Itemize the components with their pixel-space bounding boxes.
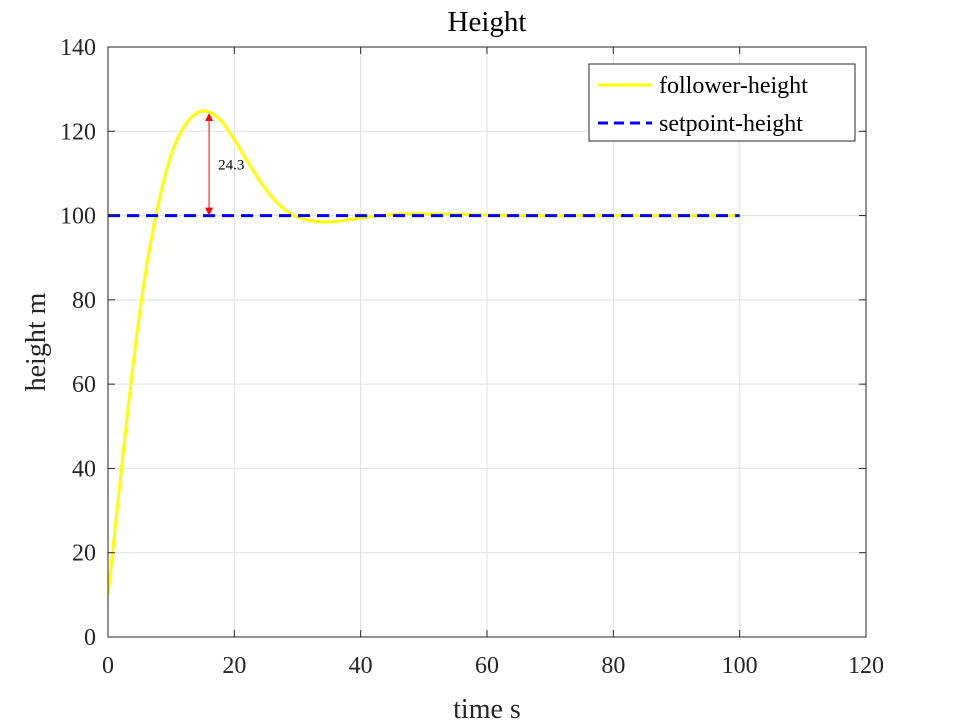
y-tick-label: 120 (60, 119, 96, 145)
chart-title: Height (448, 6, 527, 38)
overshoot-label: 24.3 (218, 157, 244, 173)
x-tick-label: 40 (349, 653, 373, 679)
x-tick-label: 0 (102, 653, 114, 679)
y-tick-label: 100 (60, 204, 96, 230)
y-axis-ticks: 0 20 40 60 80 100 120 140 (60, 35, 866, 651)
y-tick-label: 140 (60, 35, 96, 61)
legend-label-setpoint-height: setpoint-height (659, 111, 803, 137)
series-layer (108, 109, 740, 596)
x-axis-label: time s (453, 694, 521, 725)
y-axis-label: height m (21, 292, 52, 391)
y-tick-label: 80 (72, 288, 96, 314)
x-tick-label: 80 (601, 653, 625, 679)
x-tick-label: 100 (722, 653, 758, 679)
legend-box (588, 63, 856, 142)
legend: follower-height setpoint-height (588, 63, 856, 142)
annotation-layer: 24.3 (205, 113, 244, 216)
y-tick-label: 20 (72, 541, 96, 567)
x-axis-ticks: 0 20 40 60 80 100 120 (102, 47, 884, 679)
x-tick-label: 120 (848, 653, 884, 679)
y-tick-label: 60 (72, 372, 96, 398)
y-tick-label: 40 (72, 456, 96, 482)
x-tick-label: 60 (475, 653, 499, 679)
x-tick-label: 20 (222, 653, 246, 679)
legend-label-follower-height: follower-height (659, 73, 808, 99)
y-tick-label: 0 (84, 625, 96, 651)
